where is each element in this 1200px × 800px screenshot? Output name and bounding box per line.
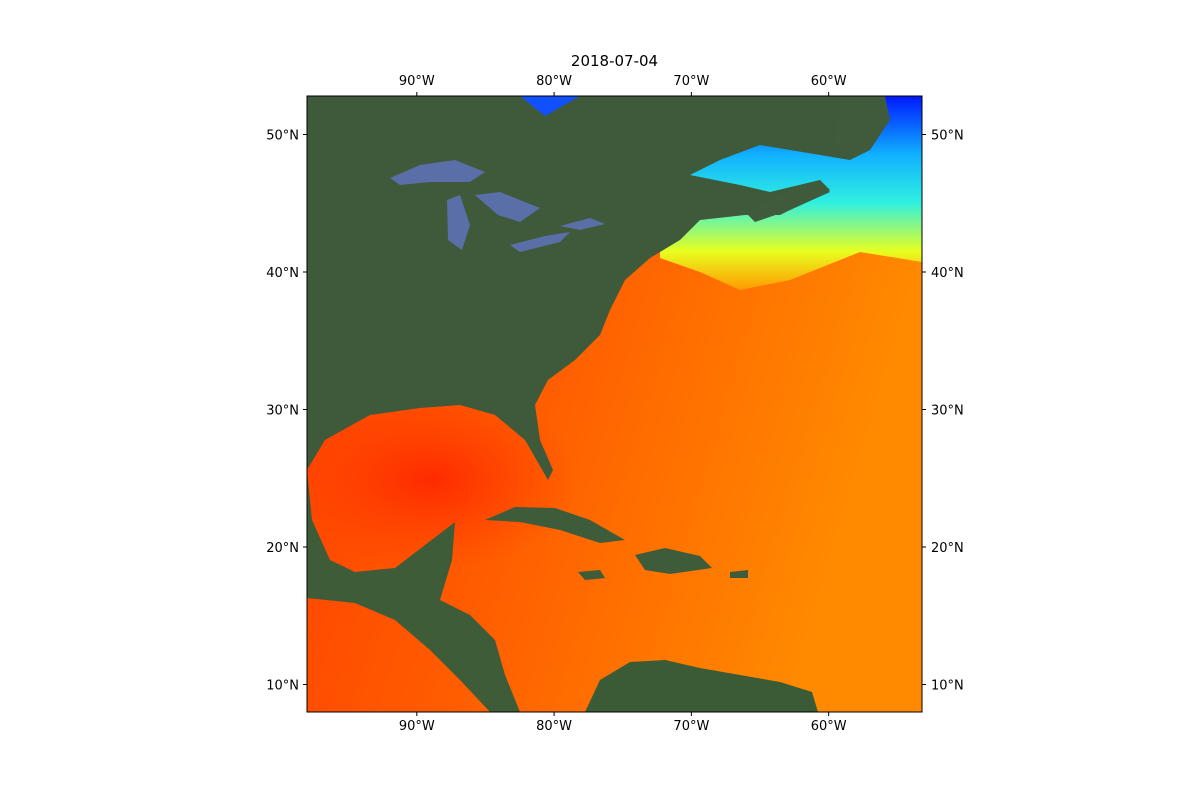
x-tick-label-bottom: 90°W (399, 719, 435, 734)
puerto-rico (730, 570, 748, 578)
x-tick-label-top: 90°W (399, 74, 435, 89)
map-image (307, 96, 922, 712)
central-america (307, 470, 520, 712)
y-tick-label-left: 20°N (266, 541, 299, 556)
y-tick-label-left: 30°N (266, 404, 299, 419)
south-america (585, 660, 818, 712)
x-tick-label-top: 80°W (536, 74, 572, 89)
north-america (307, 96, 885, 480)
x-tick-label-bottom: 70°W (673, 719, 709, 734)
y-tick-label-left: 40°N (266, 266, 299, 281)
map-frame (306, 95, 923, 713)
x-tick-label-bottom: 80°W (536, 719, 572, 734)
y-tick-label-right: 40°N (931, 266, 964, 281)
y-tick-label-left: 50°N (266, 129, 299, 144)
map-title: 2018-07-04 (571, 52, 658, 70)
nova-scotia (745, 180, 830, 222)
newfoundland (835, 96, 890, 160)
lake-ontario (560, 218, 605, 230)
cuba (485, 507, 625, 543)
jamaica (578, 570, 605, 580)
y-tick-label-right: 20°N (931, 541, 964, 556)
y-tick-label-right: 30°N (931, 404, 964, 419)
lake-superior (390, 160, 485, 185)
lake-michigan (447, 195, 470, 250)
x-tick-label-bottom: 60°W (811, 719, 847, 734)
x-tick-label-top: 60°W (811, 74, 847, 89)
x-tick-label-top: 70°W (673, 74, 709, 89)
lake-erie (510, 232, 570, 252)
hispaniola (635, 548, 712, 574)
y-tick-label-right: 10°N (931, 679, 964, 694)
lake-huron (475, 192, 540, 222)
y-tick-label-right: 50°N (931, 129, 964, 144)
y-tick-label-left: 10°N (266, 679, 299, 694)
gulf-water (307, 390, 580, 570)
